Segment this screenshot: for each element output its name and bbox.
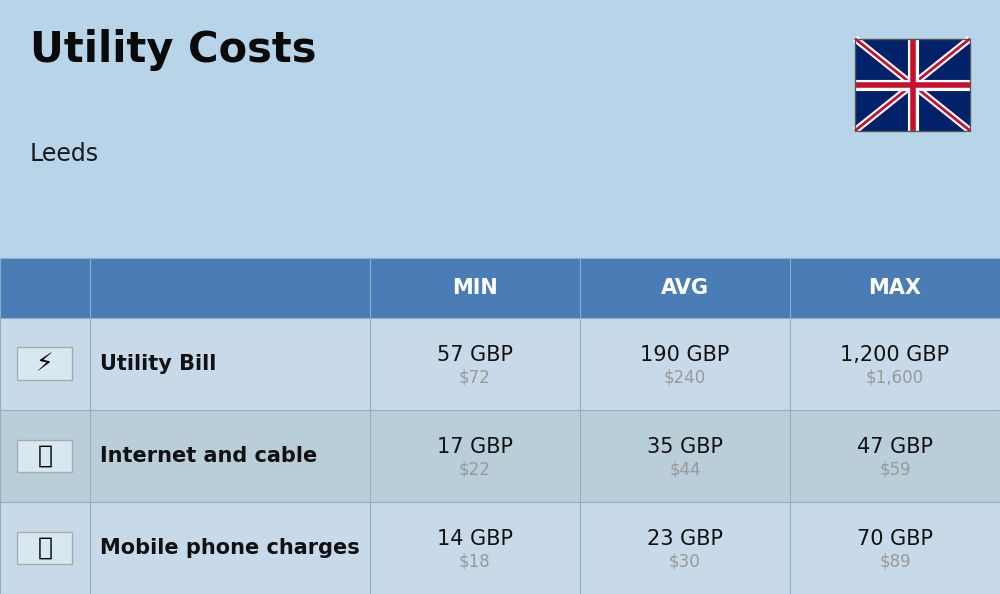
Text: AVG: AVG bbox=[661, 278, 709, 298]
Text: Internet and cable: Internet and cable bbox=[100, 446, 317, 466]
Bar bbox=[790, 410, 1000, 502]
Bar bbox=[0, 502, 90, 594]
Bar bbox=[790, 318, 1000, 410]
Bar bbox=[90, 318, 370, 410]
Text: 📱: 📱 bbox=[38, 536, 52, 560]
Bar bbox=[90, 258, 370, 318]
Text: 14 GBP: 14 GBP bbox=[437, 529, 513, 549]
Text: 1,200 GBP: 1,200 GBP bbox=[840, 345, 950, 365]
Bar bbox=[580, 258, 790, 318]
Text: MAX: MAX bbox=[868, 278, 921, 298]
Text: $240: $240 bbox=[664, 369, 706, 387]
Text: 47 GBP: 47 GBP bbox=[857, 437, 933, 457]
Bar bbox=[580, 502, 790, 594]
Text: 📶: 📶 bbox=[38, 444, 52, 468]
Text: $22: $22 bbox=[459, 461, 491, 479]
Text: $72: $72 bbox=[459, 369, 491, 387]
Bar bbox=[580, 318, 790, 410]
Bar bbox=[17, 532, 72, 564]
Text: $89: $89 bbox=[879, 553, 911, 571]
Text: $18: $18 bbox=[459, 553, 491, 571]
Bar bbox=[855, 39, 970, 131]
Text: Utility Bill: Utility Bill bbox=[100, 354, 216, 374]
Text: Mobile phone charges: Mobile phone charges bbox=[100, 538, 360, 558]
Bar bbox=[580, 410, 790, 502]
Text: $30: $30 bbox=[669, 553, 701, 571]
Text: 17 GBP: 17 GBP bbox=[437, 437, 513, 457]
Bar bbox=[90, 502, 370, 594]
Text: $44: $44 bbox=[669, 461, 701, 479]
Bar bbox=[90, 410, 370, 502]
Bar bbox=[370, 502, 580, 594]
Bar bbox=[17, 347, 72, 380]
Bar bbox=[17, 440, 72, 472]
Bar bbox=[370, 410, 580, 502]
Bar bbox=[0, 318, 90, 410]
Bar bbox=[790, 258, 1000, 318]
Text: 35 GBP: 35 GBP bbox=[647, 437, 723, 457]
Text: Utility Costs: Utility Costs bbox=[30, 29, 316, 71]
Text: $59: $59 bbox=[879, 461, 911, 479]
Bar bbox=[370, 258, 580, 318]
Bar bbox=[855, 39, 970, 131]
Text: Leeds: Leeds bbox=[30, 143, 99, 166]
Bar bbox=[0, 410, 90, 502]
Text: MIN: MIN bbox=[452, 278, 498, 298]
Bar bbox=[790, 502, 1000, 594]
Text: 57 GBP: 57 GBP bbox=[437, 345, 513, 365]
Text: 70 GBP: 70 GBP bbox=[857, 529, 933, 549]
Text: 190 GBP: 190 GBP bbox=[640, 345, 730, 365]
Bar bbox=[0, 258, 90, 318]
Bar bbox=[370, 318, 580, 410]
Text: ⚡: ⚡ bbox=[36, 352, 54, 376]
Text: $1,600: $1,600 bbox=[866, 369, 924, 387]
Text: 23 GBP: 23 GBP bbox=[647, 529, 723, 549]
